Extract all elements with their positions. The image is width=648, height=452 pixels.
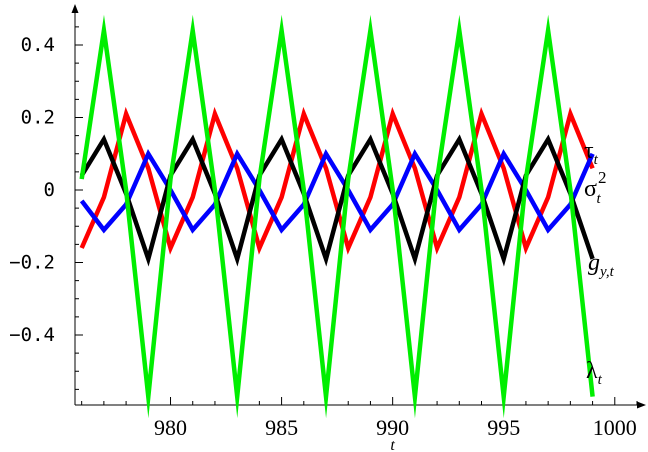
x-tick-label: 990 xyxy=(376,415,409,440)
series-label-sigma: σ2 t xyxy=(584,168,606,207)
series-line-lambda xyxy=(79,14,595,419)
x-tick-label: 985 xyxy=(265,415,298,440)
y-tick-label: −0.2 xyxy=(9,252,55,274)
x-tick-label: 1000 xyxy=(593,415,637,440)
x-tick-label: 980 xyxy=(154,415,187,440)
y-axis-arrow xyxy=(71,4,79,13)
y-tick-label: −0.4 xyxy=(9,324,55,346)
x-axis-arrow xyxy=(637,401,646,409)
series-line-g xyxy=(79,134,595,267)
axes: 980 985 990 995 1000 −0.4 −0.2 0 0.2 0.4 t xyxy=(9,4,646,452)
y-tick-label: 0.2 xyxy=(21,107,55,129)
series-label-g: gy,t xyxy=(588,250,615,280)
y-tick-label: 0.4 xyxy=(21,34,55,56)
series-label-lambda: λt xyxy=(586,358,603,388)
y-tick-label: 0 xyxy=(44,179,55,201)
x-tick-label: 995 xyxy=(487,415,520,440)
x-axis-title: t xyxy=(390,437,395,452)
series-layer xyxy=(79,14,595,419)
series-label-tau: τt xyxy=(584,138,599,168)
